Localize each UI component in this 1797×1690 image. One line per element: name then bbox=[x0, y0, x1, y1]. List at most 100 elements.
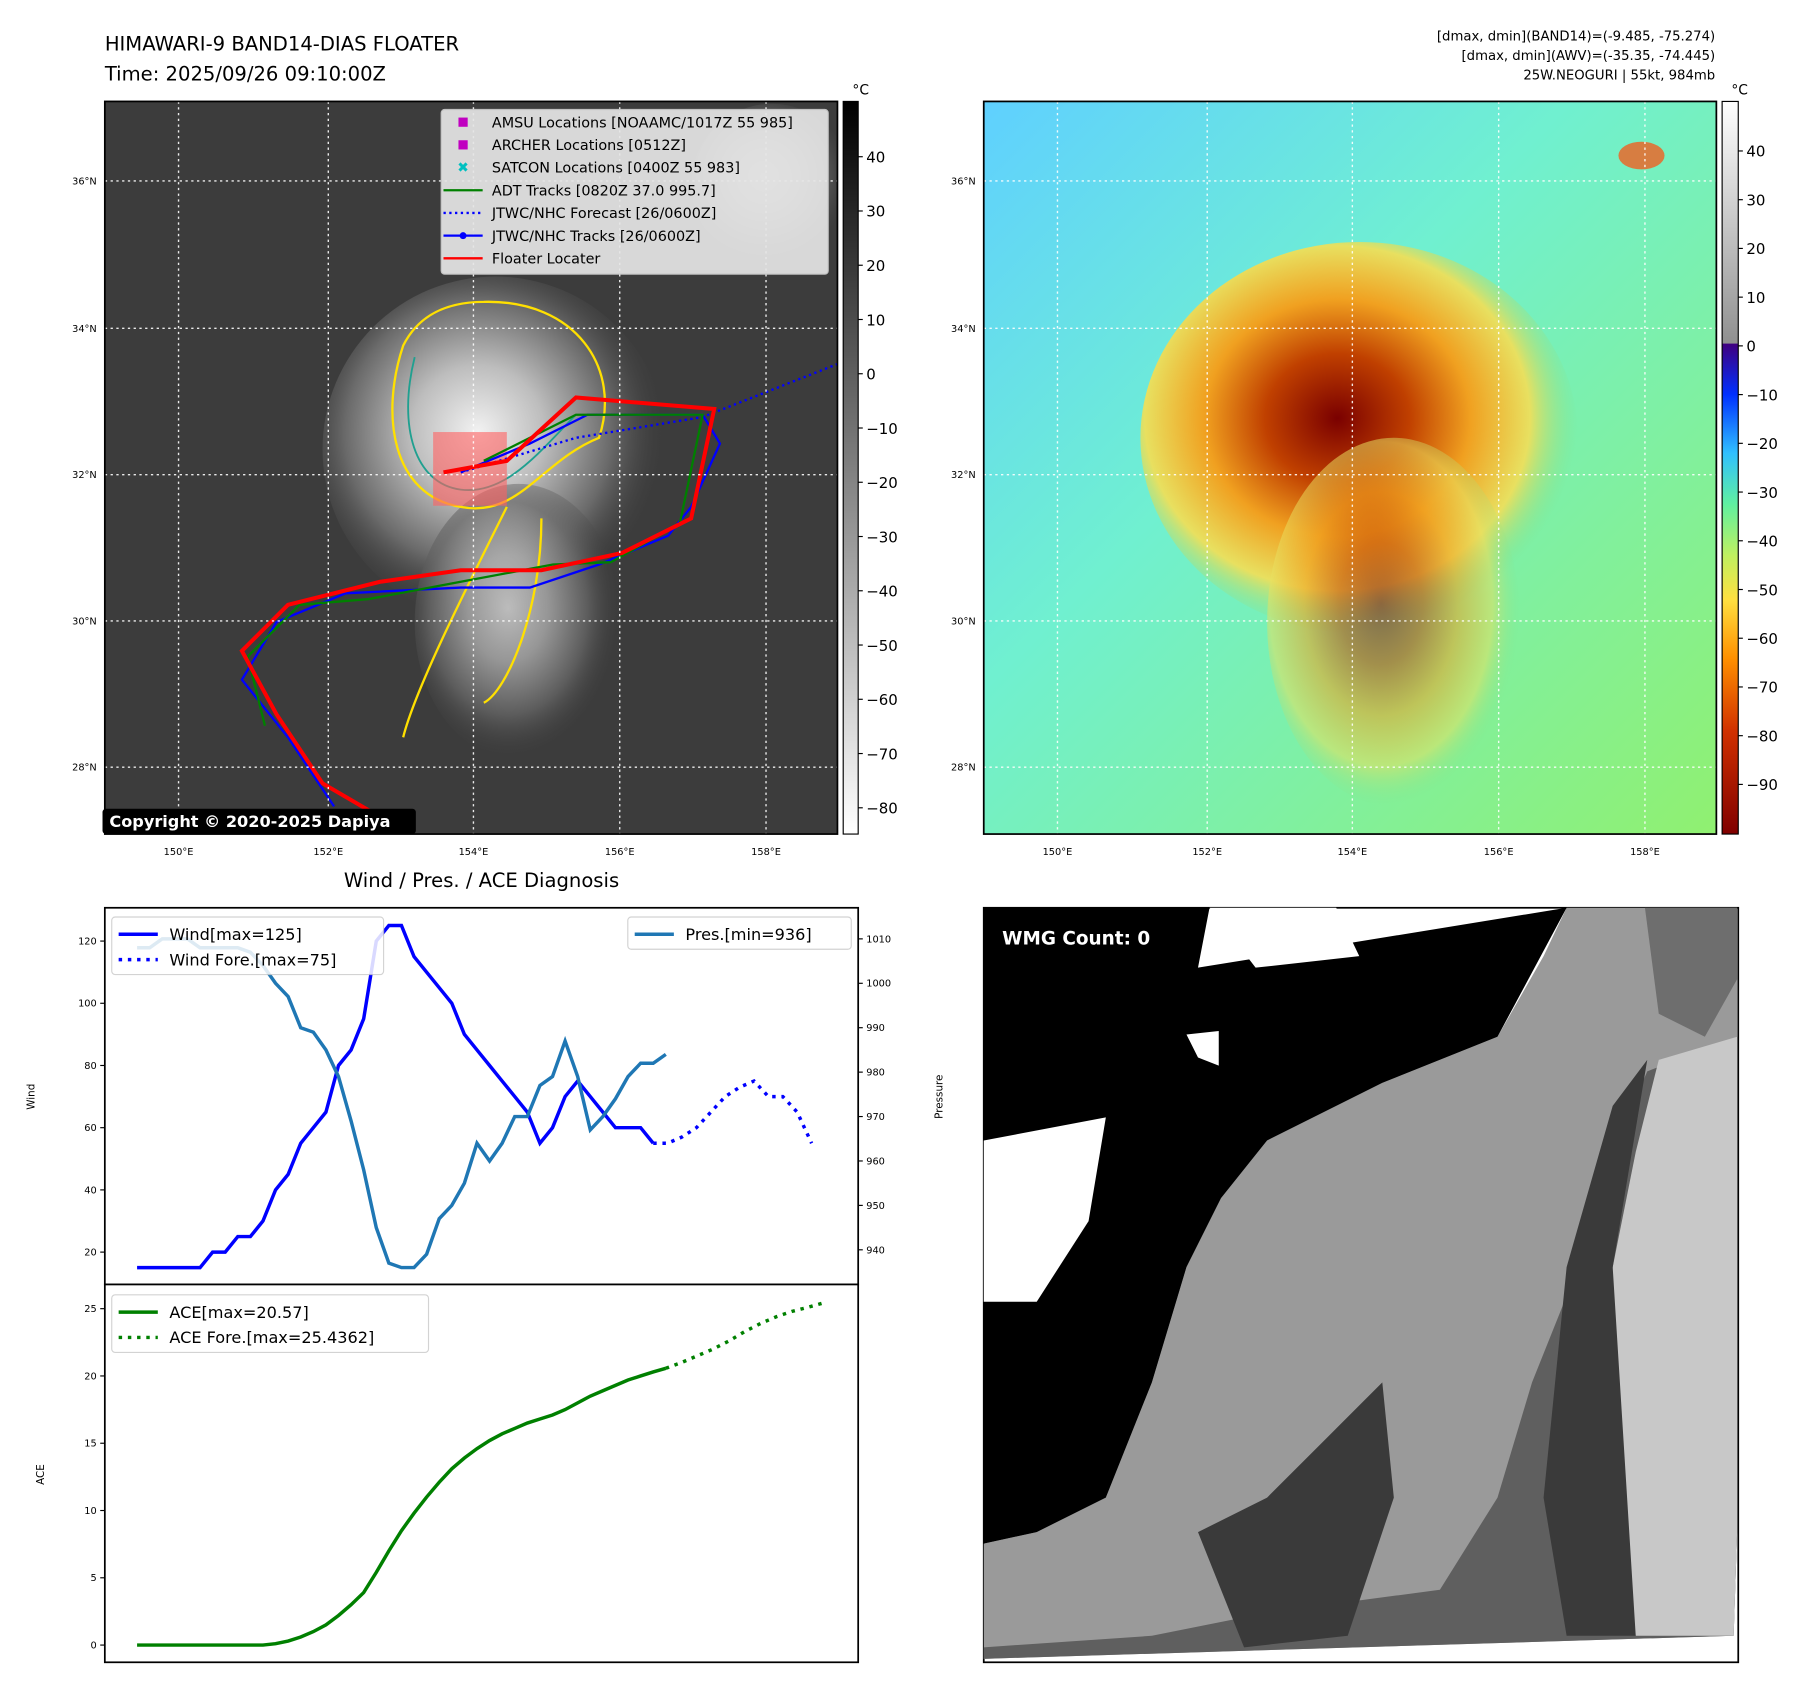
y-tick-label: 20 bbox=[84, 1248, 96, 1259]
y2-tick-label: 940 bbox=[866, 1245, 885, 1256]
y2-tick-label: 980 bbox=[866, 1068, 885, 1079]
info-storm: 25W.NEOGURI | 55kt, 984mb bbox=[1523, 69, 1715, 84]
lat-label: 36°N bbox=[951, 176, 976, 187]
series-line-0 bbox=[137, 923, 655, 1270]
chart-legend bbox=[111, 916, 385, 976]
adt-track bbox=[246, 413, 705, 727]
legend-marker-square bbox=[458, 117, 468, 127]
y2-tick-label: 970 bbox=[866, 1112, 885, 1123]
y-tick-label: 20 bbox=[84, 1371, 96, 1382]
lat-label: 34°N bbox=[951, 324, 976, 335]
y-tick-label: 5 bbox=[91, 1573, 97, 1584]
lat-label: 28°N bbox=[72, 763, 97, 774]
colorbar-tick: −50 bbox=[1746, 581, 1778, 599]
colorbar-tick: 40 bbox=[866, 148, 885, 166]
colorbar-right bbox=[1721, 100, 1739, 835]
colorbar-right-unit: °C bbox=[1731, 83, 1748, 99]
colorbar-tick: −20 bbox=[866, 474, 898, 492]
lon-label: 150°E bbox=[1043, 847, 1073, 858]
copyright: Copyright © 2020-2025 Dapiya bbox=[109, 812, 390, 831]
y-tick-label: 40 bbox=[84, 1185, 96, 1196]
awv-map bbox=[983, 101, 1717, 835]
colorbar-tick: −60 bbox=[866, 691, 898, 709]
colorbar-tick: 30 bbox=[866, 203, 885, 221]
lat-label: 30°N bbox=[951, 616, 976, 627]
wmg-count: WMG Count: 0 bbox=[1002, 929, 1150, 950]
y2-tick-label: 1010 bbox=[866, 934, 891, 945]
lon-label: 154°E bbox=[1337, 847, 1367, 858]
colorbar-tick: −10 bbox=[866, 420, 898, 438]
chart-legend-label: Wind[max=125] bbox=[169, 925, 301, 944]
legend-label: AMSU Locations [NOAAMC/1017Z 55 985] bbox=[492, 115, 793, 131]
y-tick-label: 10 bbox=[84, 1506, 96, 1517]
colorbar-tick: 40 bbox=[1746, 143, 1765, 161]
colorbar-tick: −30 bbox=[1746, 484, 1778, 502]
figure-title: HIMAWARI-9 BAND14-DIAS FLOATER bbox=[105, 33, 460, 56]
lon-label: 154°E bbox=[459, 847, 489, 858]
lat-label: 36°N bbox=[72, 176, 97, 187]
figure-time: Time: 2025/09/26 09:10:00Z bbox=[104, 63, 386, 86]
lon-label: 152°E bbox=[1192, 847, 1222, 858]
y2-tick-label: 990 bbox=[866, 1023, 885, 1034]
lon-label: 152°E bbox=[313, 847, 343, 858]
y-tick-label: 0 bbox=[91, 1641, 97, 1652]
legend-label: Floater Locater bbox=[492, 252, 601, 268]
legend-label: JTWC/NHC Forecast [26/0600Z] bbox=[491, 206, 716, 222]
chart-legend bbox=[627, 916, 852, 950]
colorbar-tick: 10 bbox=[866, 311, 885, 329]
lat-label: 34°N bbox=[72, 324, 97, 335]
lat-label: 30°N bbox=[72, 616, 97, 627]
chart-legend-label: ACE Fore.[max=25.4362] bbox=[169, 1328, 374, 1347]
colorbar-tick: −70 bbox=[1746, 679, 1778, 697]
chart-legend-label: Pres.[min=936] bbox=[685, 925, 811, 944]
colorbar-tick: 10 bbox=[1746, 289, 1765, 307]
colorbar-tick: 0 bbox=[1746, 338, 1756, 356]
colorbar-tick: −10 bbox=[1746, 386, 1778, 404]
chart-legend-label: Wind Fore.[max=75] bbox=[169, 950, 336, 969]
y-tick-label: 60 bbox=[84, 1123, 96, 1134]
y2-tick-label: 1000 bbox=[866, 979, 891, 990]
legend-label: SATCON Locations [0400Z 55 983] bbox=[492, 161, 740, 177]
colorbar-tick: −60 bbox=[1746, 630, 1778, 648]
legend-label: JTWC/NHC Tracks [26/0600Z] bbox=[491, 229, 701, 245]
lat-label: 28°N bbox=[951, 763, 976, 774]
chart-legend-label: ACE[max=20.57] bbox=[169, 1303, 308, 1322]
info-awv: [dmax, dmin](AWV)=(-35.35, -74.445) bbox=[1462, 49, 1716, 64]
info-band14: [dmax, dmin](BAND14)=(-9.485, -75.274) bbox=[1437, 29, 1715, 44]
colorbar-tick: −90 bbox=[1746, 776, 1778, 794]
y-tick-label: 80 bbox=[84, 1061, 96, 1072]
colorbar-tick: −30 bbox=[866, 528, 898, 546]
colorbar-tick: −80 bbox=[866, 800, 898, 818]
colorbar-tick: −40 bbox=[866, 583, 898, 601]
floater-track bbox=[239, 395, 717, 826]
y-tick-label: 120 bbox=[78, 937, 97, 948]
colorbar-tick: −20 bbox=[1746, 435, 1778, 453]
legend-marker-square bbox=[458, 140, 468, 150]
colorbar-tick: 30 bbox=[1746, 191, 1765, 209]
y-tick-label: 15 bbox=[84, 1439, 96, 1450]
colorbar-left-unit: °C bbox=[852, 83, 869, 99]
series-line-1 bbox=[665, 1301, 825, 1370]
lon-label: 150°E bbox=[164, 847, 194, 858]
y-tick-label: 25 bbox=[84, 1304, 96, 1315]
y2-tick-label: 950 bbox=[866, 1201, 885, 1212]
colorbar-tick: −80 bbox=[1746, 727, 1778, 745]
colorbar-tick: 20 bbox=[1746, 240, 1765, 258]
colorbar-tick: −40 bbox=[1746, 533, 1778, 551]
lon-label: 158°E bbox=[1630, 847, 1660, 858]
forecast-track bbox=[460, 363, 838, 474]
lon-label: 158°E bbox=[751, 847, 781, 858]
ace-axis-label: ACE bbox=[35, 1464, 47, 1485]
y-tick-label: 100 bbox=[78, 999, 97, 1010]
wmg-panel bbox=[982, 906, 1740, 1664]
map-legend: AMSU Locations [NOAAMC/1017Z 55 985] ARCH… bbox=[440, 108, 829, 275]
lat-label: 32°N bbox=[72, 470, 97, 481]
series-line-0 bbox=[137, 1366, 667, 1647]
chart-title: Wind / Pres. / ACE Diagnosis bbox=[344, 869, 619, 892]
chart-legend bbox=[111, 1294, 430, 1353]
colorbar-tick: −50 bbox=[866, 637, 898, 655]
y2-tick-label: 960 bbox=[866, 1156, 885, 1167]
colorbar-tick: −70 bbox=[866, 745, 898, 763]
lat-label: 32°N bbox=[951, 470, 976, 481]
